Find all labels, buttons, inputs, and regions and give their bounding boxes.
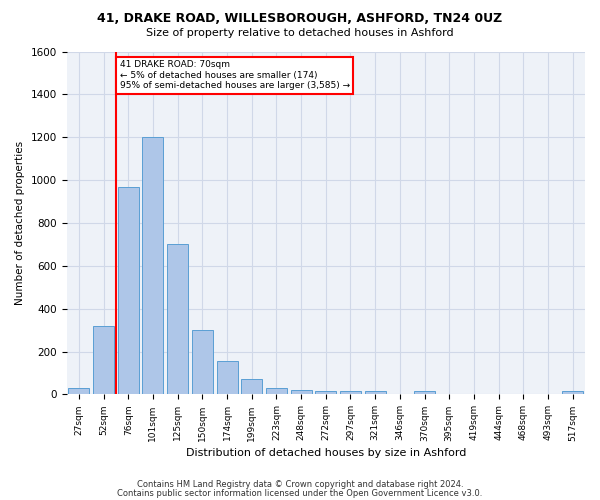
Bar xyxy=(365,391,386,394)
Bar xyxy=(93,326,114,394)
Y-axis label: Number of detached properties: Number of detached properties xyxy=(15,141,25,305)
Bar xyxy=(290,390,311,394)
Text: Contains HM Land Registry data © Crown copyright and database right 2024.: Contains HM Land Registry data © Crown c… xyxy=(137,480,463,489)
Bar xyxy=(241,380,262,394)
Text: 41, DRAKE ROAD, WILLESBOROUGH, ASHFORD, TN24 0UZ: 41, DRAKE ROAD, WILLESBOROUGH, ASHFORD, … xyxy=(97,12,503,26)
Text: Size of property relative to detached houses in Ashford: Size of property relative to detached ho… xyxy=(146,28,454,38)
Bar xyxy=(167,244,188,394)
Bar xyxy=(142,137,163,394)
Bar xyxy=(68,388,89,394)
Text: Contains public sector information licensed under the Open Government Licence v3: Contains public sector information licen… xyxy=(118,489,482,498)
Bar xyxy=(217,361,238,394)
Bar xyxy=(315,391,336,394)
Bar xyxy=(340,391,361,394)
Bar xyxy=(266,388,287,394)
Bar xyxy=(414,391,435,394)
X-axis label: Distribution of detached houses by size in Ashford: Distribution of detached houses by size … xyxy=(185,448,466,458)
Text: 41 DRAKE ROAD: 70sqm
← 5% of detached houses are smaller (174)
95% of semi-detac: 41 DRAKE ROAD: 70sqm ← 5% of detached ho… xyxy=(119,60,350,90)
Bar xyxy=(562,391,583,394)
Bar xyxy=(118,186,139,394)
Bar xyxy=(192,330,213,394)
